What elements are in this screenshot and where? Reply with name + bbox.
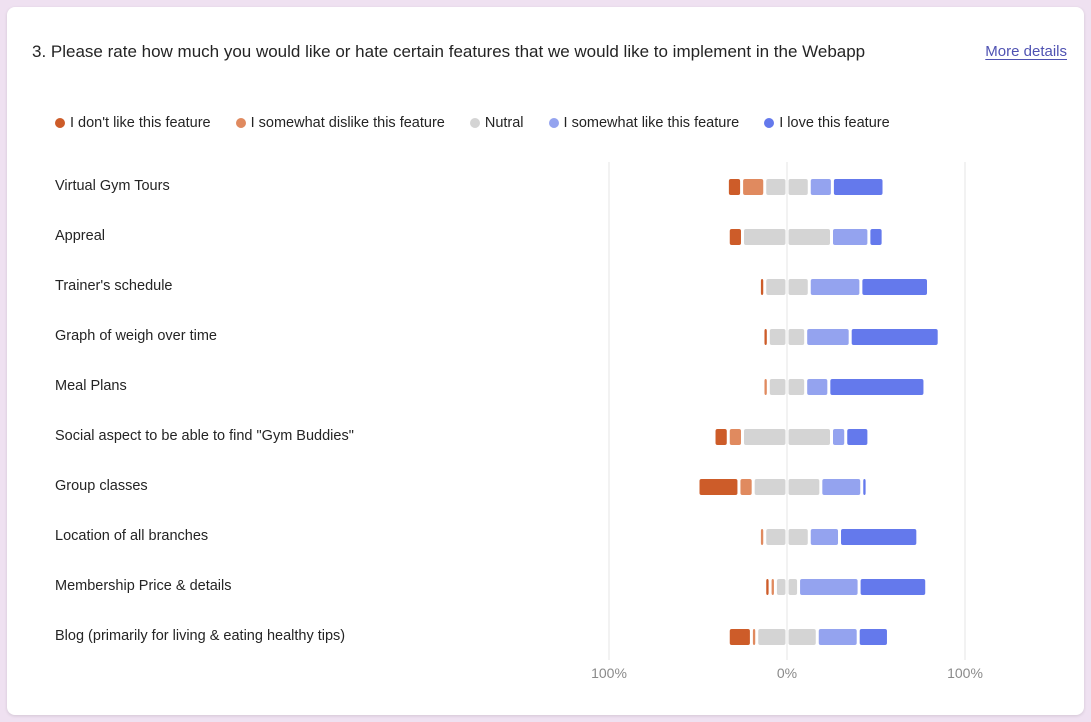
bar-segment-neutral	[788, 229, 830, 245]
chart-legend: I don't like this feature I somewhat disl…	[55, 115, 915, 131]
legend-label: I somewhat like this feature	[563, 115, 740, 131]
bar-segment-somewhat-like	[810, 529, 839, 545]
bar-segment-love	[859, 629, 887, 645]
bar-segment-neutral	[754, 479, 786, 495]
bar-segment-love	[833, 179, 883, 195]
bar-segment-neutral	[744, 429, 786, 445]
more-details-link[interactable]: More details	[985, 43, 1067, 60]
bar-segment-neutral	[788, 579, 798, 595]
bar-segment-neutral	[758, 629, 786, 645]
legend-item: I somewhat like this feature	[548, 115, 740, 131]
category-label: Location of all branches	[55, 528, 209, 544]
legend-item: I somewhat dislike this feature	[235, 115, 445, 131]
category-label: Meal Plans	[55, 378, 127, 394]
bar-segment-somewhat-dislike	[771, 579, 774, 595]
x-tick-label: 0%	[777, 665, 797, 681]
legend-dot-icon	[469, 118, 480, 128]
bar-segment-neutral	[788, 429, 830, 445]
category-label: Virtual Gym Tours	[55, 178, 170, 194]
bar-segment-neutral	[788, 629, 816, 645]
bar-segment-somewhat-dislike	[740, 479, 752, 495]
category-label: Blog (primarily for living & eating heal…	[55, 628, 346, 644]
bar-segment-somewhat-dislike	[729, 429, 741, 445]
bar-segment-somewhat-dislike	[764, 379, 767, 395]
bar-segment-love	[851, 329, 938, 345]
bar-segment-dislike	[764, 329, 767, 345]
bar-segment-dislike	[729, 229, 741, 245]
x-tick-label: 100%	[947, 665, 983, 681]
category-label: Group classes	[55, 478, 148, 494]
x-tick-label: 100%	[591, 665, 627, 681]
legend-dot-icon	[764, 118, 775, 128]
bar-segment-somewhat-like	[833, 229, 868, 245]
bar-segment-neutral	[788, 529, 808, 545]
bar-segment-love	[841, 529, 917, 545]
bar-segment-love	[830, 379, 924, 395]
bar-segment-dislike	[760, 279, 764, 295]
category-label: Membership Price & details	[55, 578, 232, 594]
bar-segment-love	[870, 229, 882, 245]
bar-segment-love	[860, 579, 926, 595]
bar-segment-somewhat-like	[807, 329, 849, 345]
bar-segment-dislike	[729, 629, 750, 645]
question-card	[7, 7, 1084, 715]
bar-segment-neutral	[788, 479, 820, 495]
legend-label: I don't like this feature	[70, 115, 211, 131]
category-label: Graph of weigh over time	[55, 328, 217, 344]
bar-segment-neutral	[788, 329, 805, 345]
bar-segment-dislike	[728, 179, 741, 195]
bar-segment-love	[863, 479, 866, 495]
bar-segment-somewhat-dislike	[760, 529, 764, 545]
bar-segment-somewhat-like	[818, 629, 857, 645]
bar-segment-love	[862, 279, 928, 295]
legend-item: I love this feature	[764, 115, 890, 131]
bar-segment-neutral	[776, 579, 786, 595]
question-title: 3. Please rate how much you would like o…	[32, 42, 866, 61]
bar-segment-somewhat-like	[800, 579, 858, 595]
bar-segment-neutral	[766, 279, 786, 295]
bar-segment-neutral	[766, 529, 786, 545]
bar-segment-dislike	[715, 429, 727, 445]
bar-segment-neutral	[766, 179, 786, 195]
category-label: Trainer's schedule	[55, 278, 173, 294]
legend-dot-icon	[548, 118, 559, 128]
bar-segment-love	[847, 429, 868, 445]
bar-segment-neutral	[788, 279, 808, 295]
legend-item: I don't like this feature	[55, 115, 211, 131]
bar-segment-somewhat-like	[822, 479, 861, 495]
category-label: Appreal	[55, 228, 105, 244]
bar-segment-neutral	[788, 179, 808, 195]
category-label: Social aspect to be able to find "Gym Bu…	[55, 428, 354, 444]
bar-segment-somewhat-dislike	[752, 629, 756, 645]
bar-segment-neutral	[769, 329, 786, 345]
legend-label: I love this feature	[779, 115, 890, 131]
bar-segment-neutral	[769, 379, 786, 395]
bar-segment-dislike	[699, 479, 738, 495]
legend-label: Nutral	[484, 115, 524, 131]
bar-segment-somewhat-like	[807, 379, 828, 395]
bar-segment-somewhat-like	[810, 279, 860, 295]
legend-item: Nutral	[469, 115, 524, 131]
bar-segment-somewhat-like	[833, 429, 845, 445]
legend-dot-icon	[55, 118, 65, 128]
legend-dot-icon	[235, 118, 246, 128]
bar-segment-somewhat-like	[810, 179, 831, 195]
bar-segment-neutral	[788, 379, 805, 395]
bar-segment-dislike	[766, 579, 769, 595]
legend-label: I somewhat dislike this feature	[250, 115, 445, 131]
bar-segment-somewhat-dislike	[743, 179, 764, 195]
bar-segment-neutral	[744, 229, 786, 245]
